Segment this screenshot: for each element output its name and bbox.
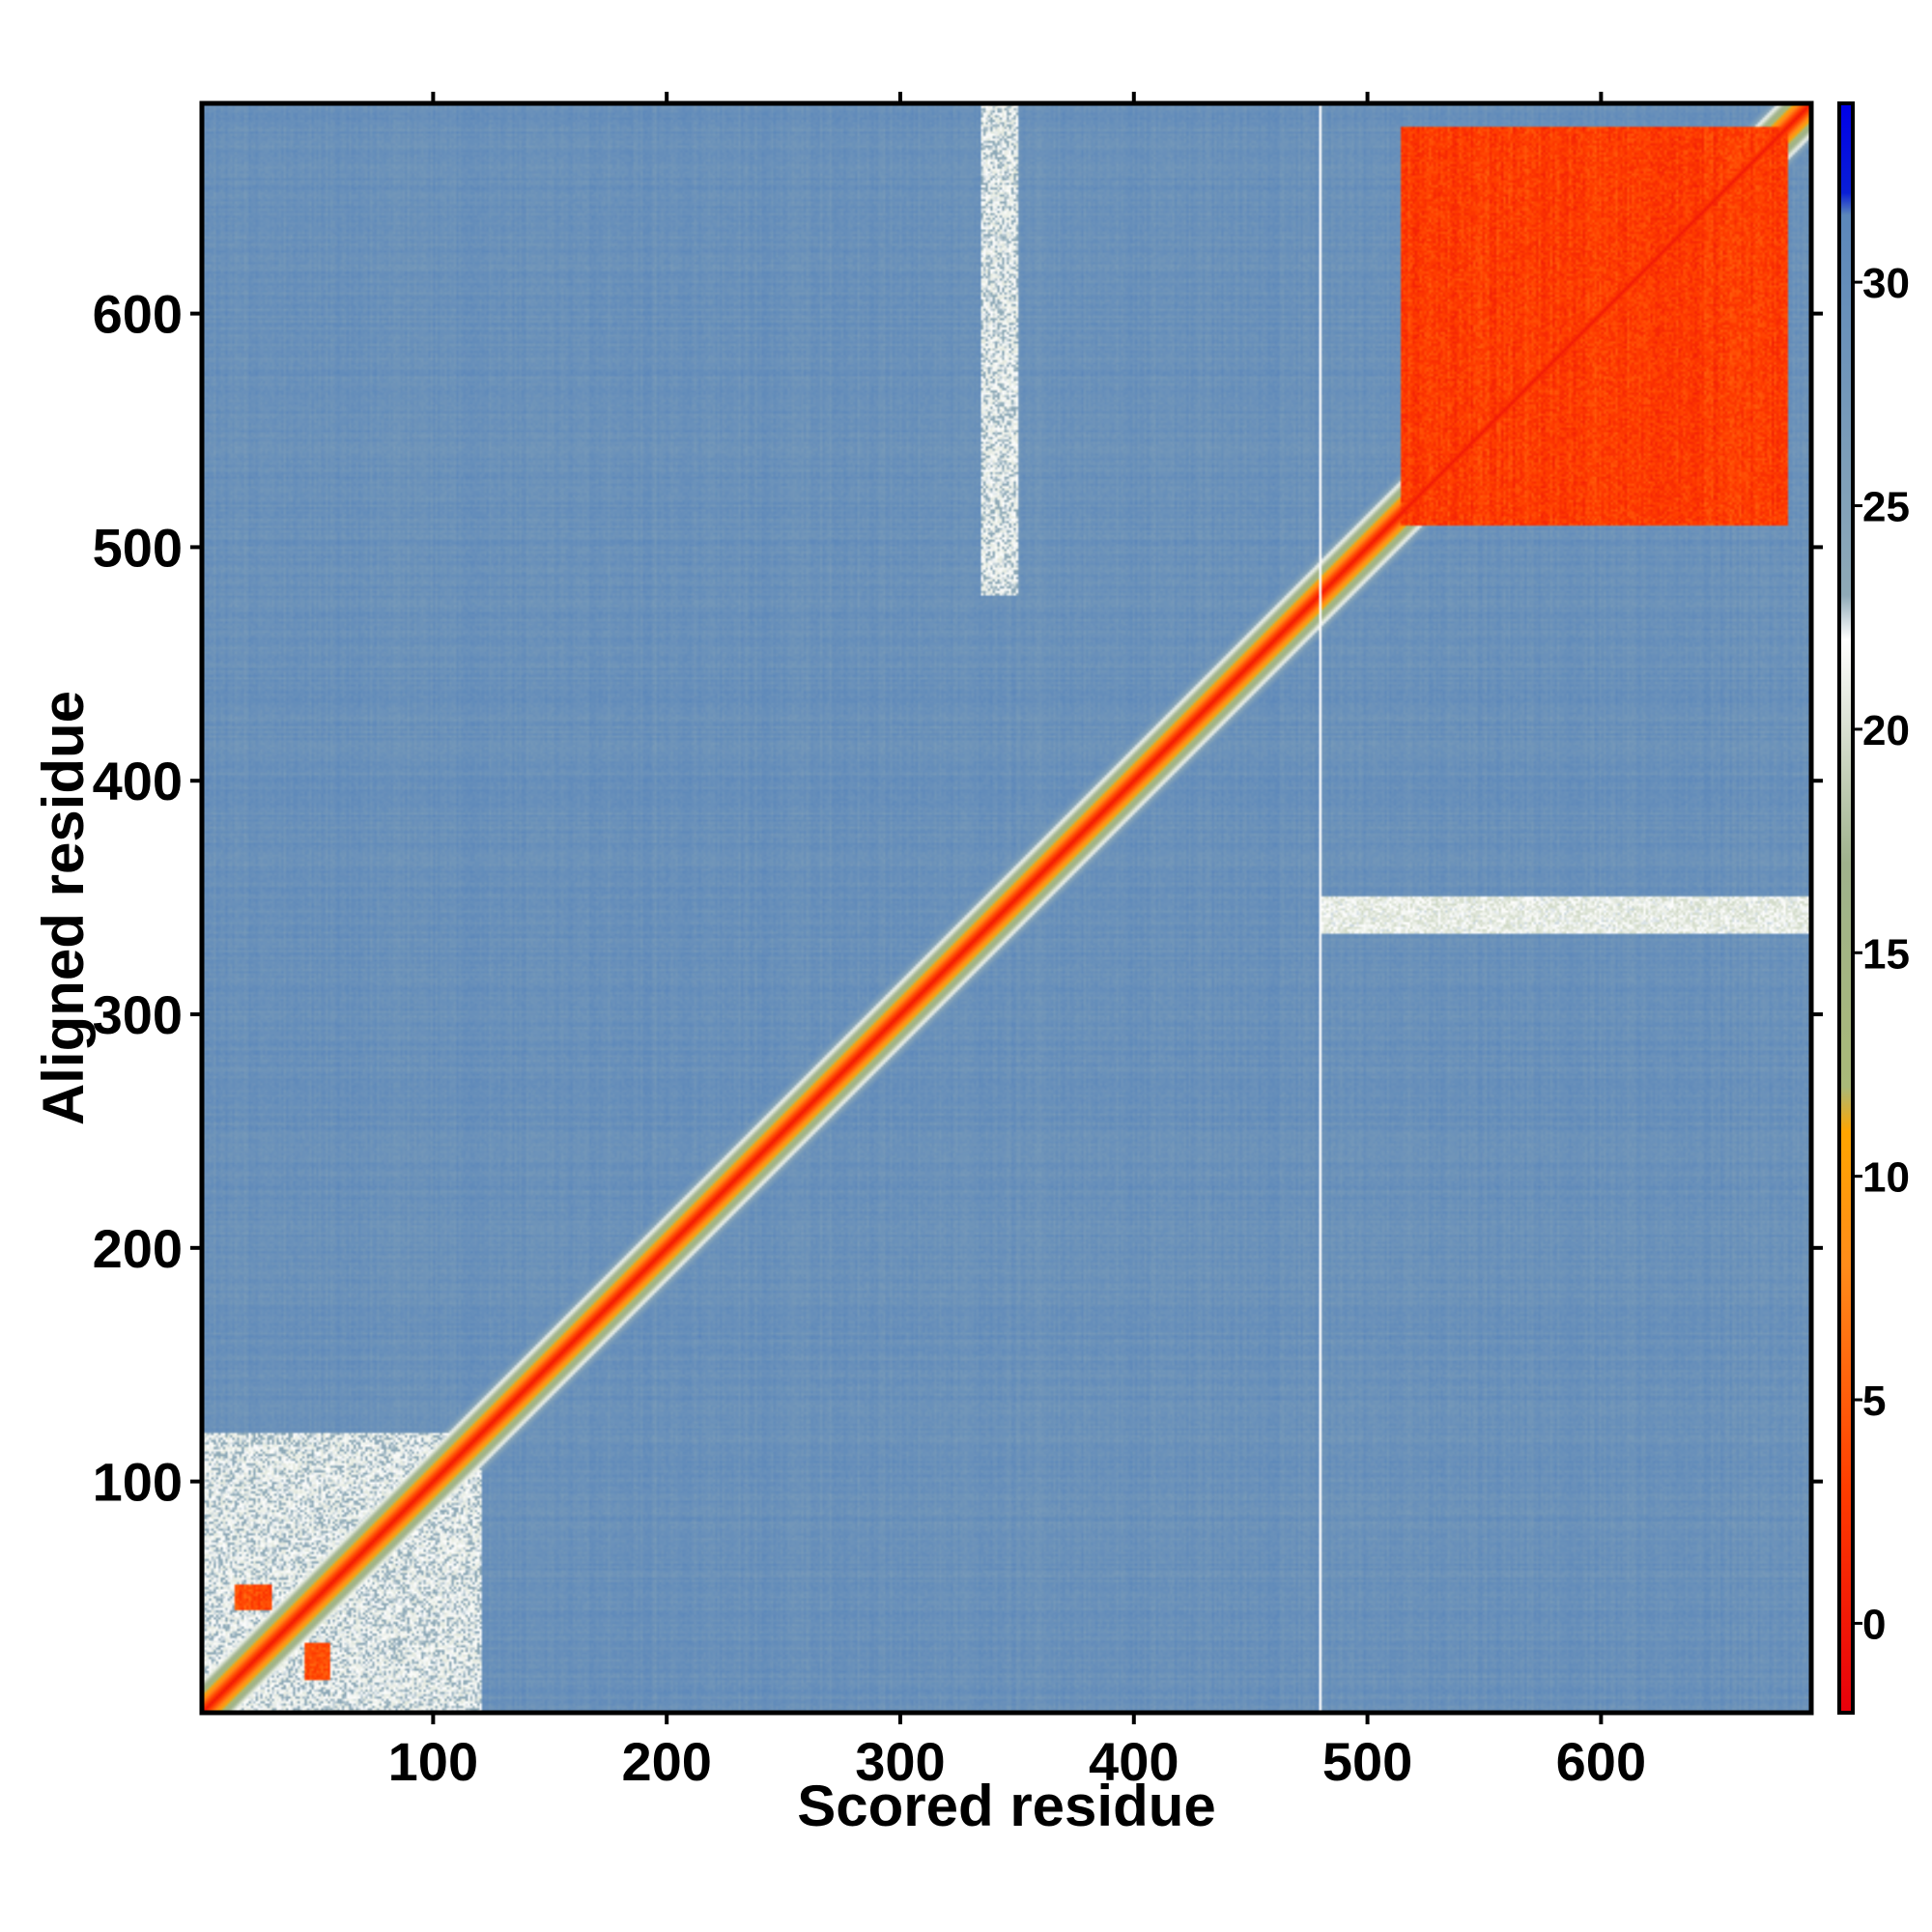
- colorbar-ticks: 0 5 10 15 20 25 30: [1853, 260, 1910, 1648]
- colorbar-tick-label: 30: [1862, 260, 1910, 307]
- heatmap-cells: [202, 103, 1811, 1713]
- colorbar-tick-label: 20: [1862, 707, 1910, 754]
- colorbar-tick-label: 15: [1862, 930, 1910, 978]
- y-tick-label: 200: [93, 1218, 183, 1279]
- y-axis: 100 200 300 400 500 600: [93, 284, 1823, 1513]
- y-tick-label: 500: [93, 517, 183, 578]
- plot-frame: [199, 100, 1814, 1716]
- colorbar: 0 5 10 15 20 25 30: [1837, 101, 1910, 1715]
- x-axis-title: Scored residue: [797, 1774, 1216, 1838]
- y-tick-label: 600: [93, 284, 183, 345]
- y-tick-label: 400: [93, 751, 183, 811]
- x-tick-label: 300: [855, 1731, 945, 1792]
- y-tick-label: 300: [93, 984, 183, 1045]
- x-tick-label: 400: [1089, 1731, 1179, 1792]
- x-tick-label: 500: [1322, 1731, 1412, 1792]
- x-tick-label: 600: [1556, 1731, 1646, 1792]
- y-axis-title: Aligned residue: [31, 691, 96, 1125]
- colorbar-tick-label: 0: [1862, 1601, 1886, 1648]
- x-tick-label: 200: [621, 1731, 711, 1792]
- colorbar-tick-label: 5: [1862, 1378, 1886, 1425]
- colorbar-tick-label: 25: [1862, 484, 1910, 531]
- colorbar-gradient: [1837, 101, 1855, 1715]
- x-tick-label: 100: [388, 1731, 478, 1792]
- y-tick-label: 100: [93, 1452, 183, 1513]
- colorbar-tick-label: 10: [1862, 1154, 1910, 1202]
- x-axis: 100 200 300 400 500 600: [388, 92, 1646, 1792]
